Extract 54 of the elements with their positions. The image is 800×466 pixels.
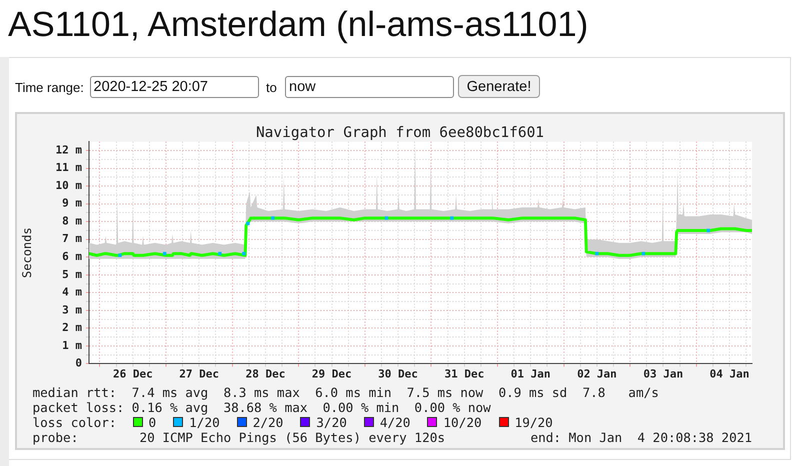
y-tick-label: 1 m [62, 338, 82, 352]
y-tick-label: 8 m [62, 214, 82, 228]
y-tick-label: 7 m [62, 232, 82, 246]
x-tick-label: 29 Dec [312, 368, 352, 381]
x-tick-label: 26 Dec [113, 368, 153, 381]
legend-label: 1/20 [189, 414, 220, 430]
y-tick-label: 3 m [62, 303, 82, 316]
y-tick-label: 6 m [62, 250, 82, 263]
point [706, 228, 710, 232]
y-tick-label: 2 m [62, 321, 82, 334]
legend-label: 2/20 [252, 414, 284, 430]
legend-label: 4/20 [380, 414, 410, 430]
y-tick-label: 5 m [62, 268, 82, 281]
point [642, 252, 646, 256]
point [218, 252, 222, 256]
text: end: Mon Jan 4 20:08:38 2021 [530, 430, 752, 444]
point [162, 252, 166, 256]
start-time-field: 2020-12-25 20:07 [90, 76, 258, 98]
point [242, 252, 246, 256]
point [271, 216, 275, 220]
point [450, 216, 454, 220]
text: Generate! [466, 78, 532, 94]
x-tick-label: 03 Jan [643, 368, 684, 381]
x-tick-label: 28 Dec [246, 368, 286, 381]
x-tick-label: 31 Dec [444, 368, 484, 381]
text: probe: 20 ICMP Echo Pings (56 Bytes) every 120s [32, 430, 445, 444]
legend-label: 19/20 [514, 414, 553, 430]
x-tick-label: 04 Jan [710, 368, 750, 381]
y-tick-label: 0 [75, 356, 82, 370]
chart-subtitle: Navigator Graph from 6ee80bc1f601 [256, 124, 544, 141]
legend-label: 3/20 [316, 414, 347, 430]
y-axis-title: Seconds [20, 227, 34, 278]
text: to [266, 80, 277, 94]
y-tick-label: 12 m [56, 143, 82, 156]
text: Time range: [15, 80, 84, 94]
chart-title: AS1101, Amsterdam (nl-ams-as1101) [8, 5, 588, 45]
x-tick-label: 27 Dec [179, 368, 220, 381]
text: median rtt: 7.4 ms avg 8.3 ms max 6.0 ms min 7.5 ms now 0.9 ms sd 7.8 am/s [32, 384, 659, 400]
y-tick-label: 4 m [62, 286, 82, 299]
x-tick-label: 30 Dec [378, 368, 418, 381]
legend-label: 10/20 [443, 414, 482, 430]
point [384, 216, 388, 220]
y-tick-label: 10 m [56, 178, 82, 192]
legend-label: 0 [148, 414, 156, 430]
x-tick-label: 02 Jan [577, 368, 617, 381]
y-tick-label: 11 m [56, 161, 82, 174]
text: packet loss: 0.16 % avg 38.68 % max 0.00 % min 0.00 % now [32, 400, 491, 414]
y-tick-label: 9 m [62, 196, 82, 210]
legend-title: loss color: [32, 414, 117, 430]
end-time-field: now [285, 76, 454, 98]
point [118, 254, 122, 258]
point [246, 222, 250, 226]
point [595, 252, 599, 256]
x-tick-label: 01 Jan [510, 368, 551, 381]
